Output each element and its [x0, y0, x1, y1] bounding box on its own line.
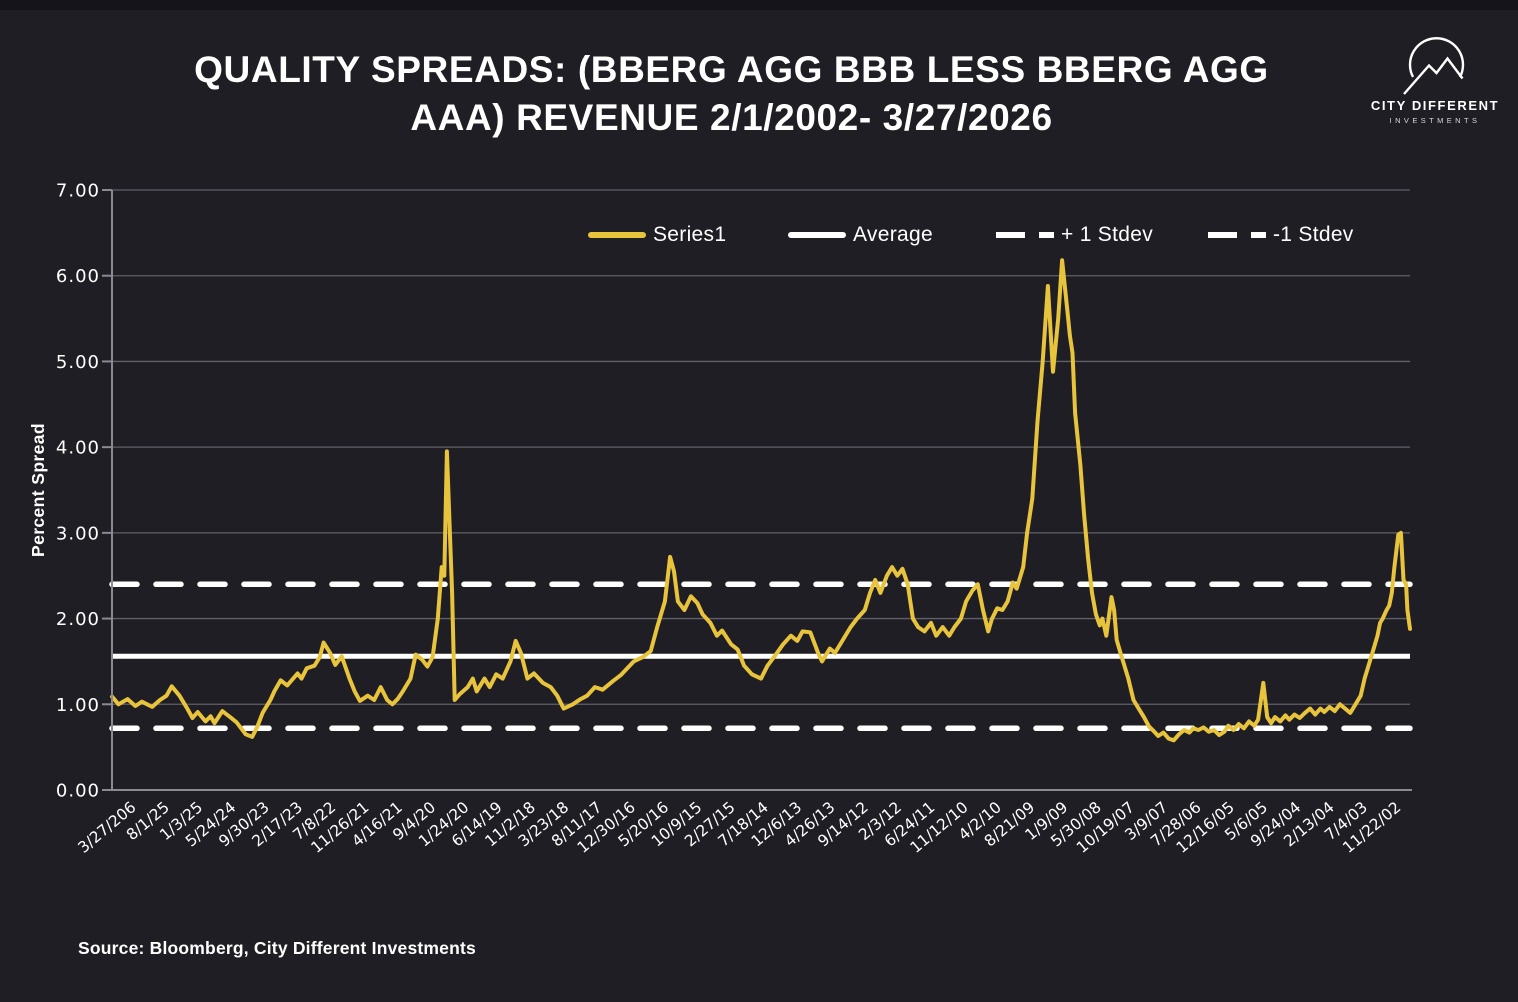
plus-1-stdev-line-swatch: [996, 232, 1054, 238]
logo-subname: INVESTMENTS: [1389, 116, 1481, 125]
top-edge-strip: [0, 0, 1518, 10]
title-line-2: AAA) REVENUE 2/1/2002- 3/27/2026: [410, 97, 1053, 138]
y-tick-label-0.00: 0.00: [56, 781, 100, 802]
series1-line: [110, 258, 1412, 743]
legend-label: Average: [853, 223, 933, 246]
y-tick-label-5.00: 5.00: [56, 352, 100, 373]
y-axis-title: Percent Spread: [28, 423, 48, 557]
page-title: QUALITY SPREADS: (BBERG AGG BBB LESS BBE…: [0, 46, 1463, 142]
y-tick-label-3.00: 3.00: [56, 523, 100, 544]
average-line-swatch: [788, 232, 846, 238]
legend-item-series1: Series1: [588, 220, 726, 250]
minus-1-stdev-line-swatch: [1208, 232, 1266, 238]
mountain-circle-icon: [1403, 37, 1465, 95]
legend-label: Series1: [653, 223, 727, 246]
city-different-logo: CITY DIFFERENT INVESTMENTS: [1366, 30, 1504, 125]
y-tick-label-2.00: 2.00: [56, 609, 100, 630]
chart-legend: Series1 Average + 1 Stdev -1 Stdev: [0, 220, 1518, 250]
series1-line-swatch: [588, 232, 646, 238]
logo-name: CITY DIFFERENT: [1370, 98, 1500, 113]
y-tick-label-6.00: 6.00: [56, 266, 100, 287]
legend-label: -1 Stdev: [1273, 223, 1354, 246]
y-tick-label-4.00: 4.00: [56, 438, 100, 459]
legend-item-minus-1-stdev: -1 Stdev: [1208, 220, 1354, 250]
legend-label: + 1 Stdev: [1061, 223, 1154, 246]
y-tick-label-1.00: 1.00: [56, 695, 100, 716]
y-tick-label-7.00: 7.00: [56, 181, 100, 202]
title-line-1: QUALITY SPREADS: (BBERG AGG BBB LESS BBE…: [194, 49, 1269, 90]
source-note: Source: Bloomberg, City Different Invest…: [78, 938, 476, 958]
legend-item-plus-1-stdev: + 1 Stdev: [996, 220, 1153, 250]
legend-item-average: Average: [788, 220, 933, 250]
